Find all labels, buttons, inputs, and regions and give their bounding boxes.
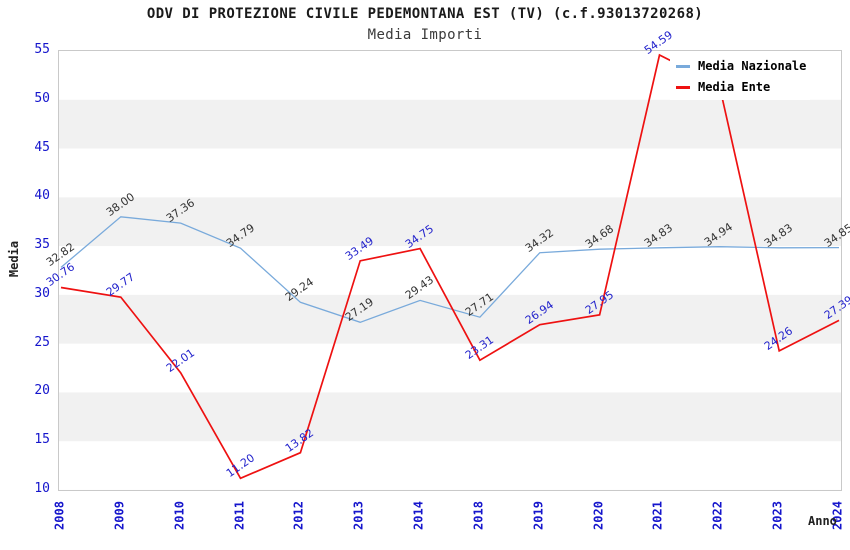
x-tick-2011: 2011 <box>232 501 247 530</box>
series-line-media-nazionale <box>60 216 840 323</box>
legend-swatch-icon <box>676 64 690 68</box>
y-tick-45: 45 <box>34 139 50 155</box>
series-lines <box>60 53 840 480</box>
chart-subtitle: Media Importi <box>367 27 483 43</box>
x-tick-2013: 2013 <box>351 501 366 530</box>
x-tick-2014: 2014 <box>411 501 426 530</box>
y-tick-10: 10 <box>34 481 50 496</box>
x-tick-2019: 2019 <box>531 501 546 530</box>
legend-swatch-icon <box>676 85 690 89</box>
series-line-media-ente <box>60 53 840 480</box>
legend: Media Nazionale Media Ente <box>670 53 810 100</box>
x-tick-2018: 2018 <box>471 501 486 530</box>
x-tick-2009: 2009 <box>112 501 127 530</box>
y-tick-20: 20 <box>34 383 50 399</box>
x-tick-2021: 2021 <box>650 501 665 530</box>
x-tick-2022: 2022 <box>710 501 725 530</box>
y-tick-30: 30 <box>34 285 50 301</box>
legend-item-media-nazionale: Media Nazionale <box>676 59 810 73</box>
y-tick-35: 35 <box>34 237 50 253</box>
x-axis-title: Anno <box>808 514 837 528</box>
x-tick-2010: 2010 <box>172 501 187 530</box>
plot-area <box>58 50 842 491</box>
y-tick-40: 40 <box>34 188 50 204</box>
y-tick-15: 15 <box>34 432 50 448</box>
legend-label: Media Nazionale <box>698 59 807 73</box>
x-tick-2023: 2023 <box>770 501 785 530</box>
x-tick-2008: 2008 <box>52 501 67 530</box>
x-tick-2012: 2012 <box>291 501 306 530</box>
y-tick-25: 25 <box>34 334 50 350</box>
x-tick-2020: 2020 <box>591 501 606 530</box>
chart-title: ODV DI PROTEZIONE CIVILE PEDEMONTANA EST… <box>146 6 704 22</box>
legend-item-media-ente: Media Ente <box>676 80 810 94</box>
y-tick-55: 55 <box>34 42 50 57</box>
y-tick-50: 50 <box>34 90 50 106</box>
y-axis-title: Media <box>7 240 21 278</box>
legend-label: Media Ente <box>698 80 771 94</box>
